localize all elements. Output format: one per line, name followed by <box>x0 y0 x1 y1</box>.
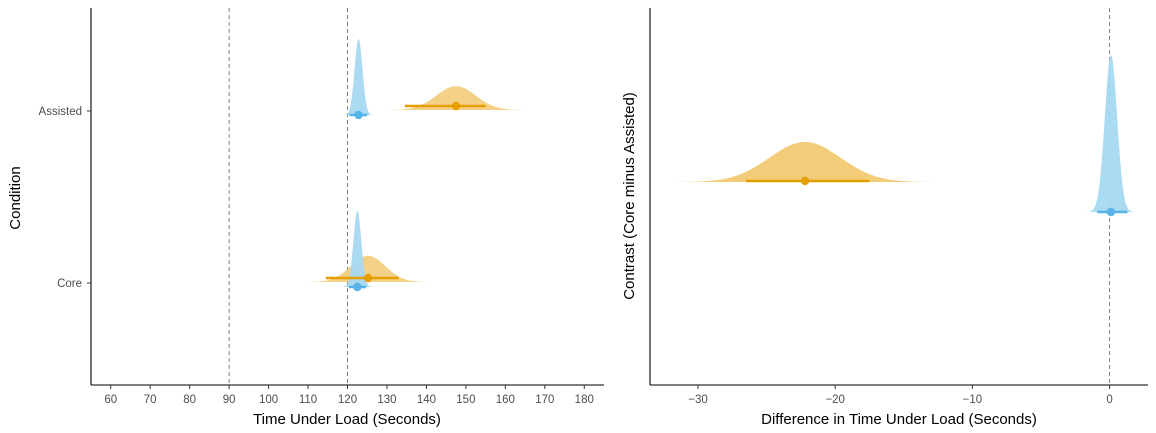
x-tick-label: 130 <box>377 394 396 406</box>
x-tick-label: 70 <box>144 394 157 406</box>
x-tick-label: 100 <box>259 394 278 406</box>
left-y-axis-title: Condition <box>7 166 24 229</box>
left-panel: 60 70 80 90 100 110 120 130 140 150 160 170 180 Core… <box>7 8 604 428</box>
density-layer <box>662 55 1136 212</box>
x-tick-label: 150 <box>456 394 475 406</box>
x-tick-label: 170 <box>535 394 554 406</box>
x-tick-label: 0 <box>1106 394 1112 406</box>
x-tick-label: 110 <box>299 394 317 406</box>
density-blue <box>1086 55 1136 212</box>
x-tick-label: −20 <box>825 394 845 406</box>
x-tick-label: 180 <box>575 394 594 406</box>
interval-layer <box>325 101 486 292</box>
reference-lines <box>228 8 348 385</box>
right-x-axis-title: Difference in Time Under Load (Seconds) <box>761 411 1037 428</box>
x-tick-label: 160 <box>496 394 515 406</box>
left-x-ticks: 60 70 80 90 100 110 120 130 140 150 160 170 180 <box>104 385 594 406</box>
point-orange-core <box>363 273 373 283</box>
point-blue-core <box>353 282 362 292</box>
density-orange-core <box>298 255 438 282</box>
point-blue-assisted <box>354 110 363 120</box>
y-tick-label: Assisted <box>39 106 82 118</box>
y-tick-label: Core <box>57 278 82 290</box>
density-blue-assisted <box>342 39 375 115</box>
density-layer <box>298 39 535 287</box>
point-orange <box>800 176 810 186</box>
x-tick-label: −30 <box>688 394 708 406</box>
density-blue-core <box>341 211 374 287</box>
x-tick-label: 140 <box>417 394 436 406</box>
interval-layer <box>746 176 1128 217</box>
point-orange-assisted <box>451 101 461 111</box>
x-tick-label: −10 <box>963 394 983 406</box>
x-tick-label: 90 <box>223 394 236 406</box>
x-tick-label: 60 <box>104 394 117 406</box>
left-x-axis-title: Time Under Load (Seconds) <box>253 411 441 428</box>
density-orange <box>662 142 948 182</box>
x-tick-label: 120 <box>338 394 357 406</box>
right-panel: −30 −20 −10 0 Difference in Time Under Load… <box>621 8 1148 428</box>
x-tick-label: 80 <box>183 394 196 406</box>
right-y-axis-title: Contrast (Core minus Assisted) <box>621 92 638 300</box>
left-y-ticks: Core Assisted <box>39 106 91 290</box>
point-blue <box>1106 207 1116 217</box>
right-x-ticks: −30 −20 −10 0 <box>688 385 1113 406</box>
density-orange-assisted <box>377 86 535 110</box>
